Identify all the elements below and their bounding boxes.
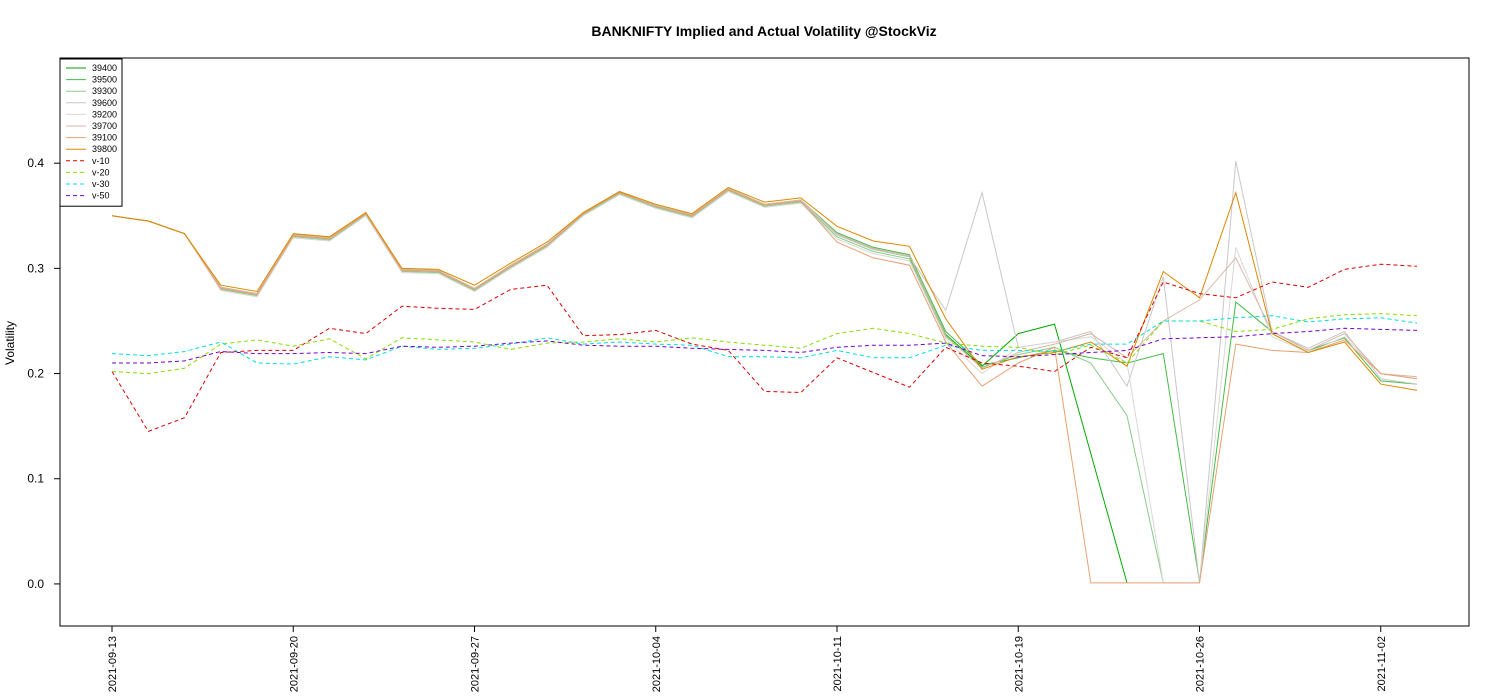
x-tick-label: 2021-10-26: [1195, 636, 1207, 692]
legend-label: 39600: [92, 98, 117, 108]
legend-label: 39100: [92, 133, 117, 143]
series-line-39100: [111, 188, 1418, 584]
legend-label: v-30: [92, 179, 110, 189]
y-tick-label: 0.0: [27, 577, 44, 591]
series-line-v-10: [111, 263, 1418, 433]
series-line-v-30: [111, 315, 1418, 365]
x-tick-label: 2021-09-20: [288, 636, 300, 692]
legend-label: 39700: [92, 121, 117, 131]
x-tick-label: 2021-10-04: [651, 636, 663, 692]
x-tick-label: 2021-09-27: [470, 636, 482, 692]
series-line-39700: [111, 187, 1418, 378]
legend-label: v-10: [92, 156, 110, 166]
legend-label: v-20: [92, 167, 110, 177]
y-tick-label: 0.2: [27, 367, 44, 381]
legend-label: 39500: [92, 75, 117, 85]
legend-box: [59, 58, 123, 207]
legend-label: v-50: [92, 191, 110, 201]
series-line-39600: [111, 160, 1418, 583]
series-line-39800: [111, 186, 1418, 391]
y-axis-label: Volatility: [3, 321, 17, 365]
series-line-39200: [111, 191, 1418, 584]
series-line-v-20: [111, 313, 1418, 375]
y-axis: 0.0 0.1 0.2 0.3 0.4: [27, 156, 60, 591]
legend-label: 39300: [92, 86, 117, 96]
y-tick-label: 0.4: [27, 156, 44, 170]
y-tick-label: 0.1: [27, 472, 44, 486]
x-axis: 2021-09-13 2021-09-20 2021-09-27 2021-10-04…: [107, 626, 1388, 692]
y-tick-label: 0.3: [27, 261, 44, 275]
x-tick-label: 2021-11-02: [1376, 636, 1388, 691]
chart-title: BANKNIFTY Implied and Actual Volatility …: [591, 23, 936, 39]
series-line-39300: [111, 189, 1164, 584]
legend-label: 39400: [92, 63, 117, 73]
series-line-v-50: [112, 327, 1418, 364]
plot-frame: [59, 57, 1470, 627]
legend-label: 39800: [92, 144, 117, 154]
x-tick-label: 2021-10-19: [1013, 636, 1025, 692]
legend-label: 39200: [92, 109, 117, 119]
series-line-39400: [111, 188, 1128, 584]
x-tick-label: 2021-09-13: [107, 636, 119, 692]
x-tick-label: 2021-10-11: [832, 636, 844, 691]
series-layer: [111, 160, 1418, 584]
